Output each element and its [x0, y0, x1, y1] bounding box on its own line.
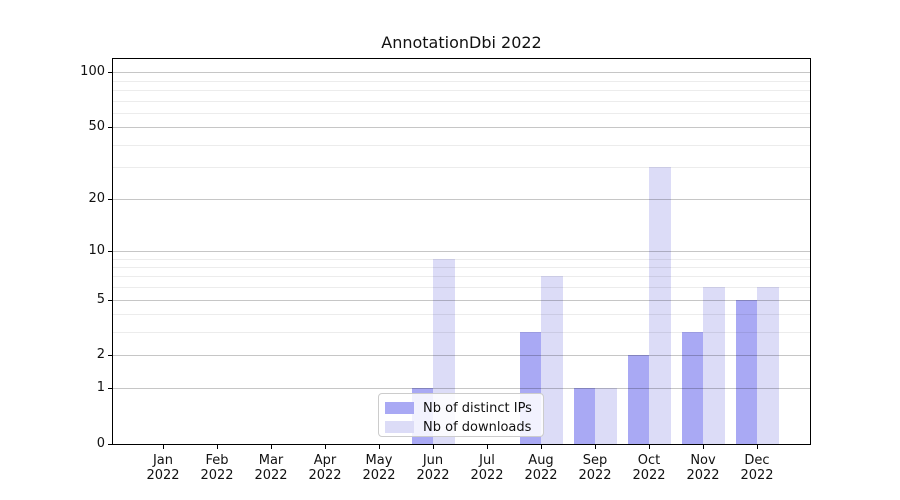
x-tick-mark — [487, 444, 488, 449]
x-tick-label-oct: Oct 2022 — [632, 453, 666, 483]
x-tick-mark — [379, 444, 380, 449]
bar-downloads-sep — [595, 388, 617, 444]
x-tick-label-may: May 2022 — [362, 453, 396, 483]
y-tick-label: 5 — [96, 291, 105, 307]
gridline-minor — [113, 89, 810, 91]
gridline-minor — [113, 314, 810, 316]
gridline-major — [113, 72, 810, 74]
x-tick-label-mar: Mar 2022 — [254, 453, 288, 483]
x-tick-mark — [703, 444, 704, 449]
bar-distinct-ips-nov — [681, 332, 703, 444]
bar-downloads-nov — [703, 287, 725, 444]
bar-distinct-ips-oct — [627, 355, 649, 444]
bar-downloads-dec — [757, 287, 779, 444]
legend-label-downloads: Nb of downloads — [423, 419, 532, 435]
bar-distinct-ips-sep — [573, 388, 595, 444]
x-tick-mark — [649, 444, 650, 449]
x-tick-label-jan: Jan 2022 — [146, 453, 180, 483]
gridline-minor — [113, 112, 810, 114]
gridline-minor — [113, 287, 810, 289]
y-tick-mark — [108, 355, 113, 357]
y-tick-mark — [108, 250, 113, 252]
gridline-minor — [113, 144, 810, 146]
plot-area: 0 1 2 5 10 20 50 100 Jan 2022 Feb 2022 Mar 2022 Apr 202… — [80, 58, 811, 483]
x-tick-label-apr: Apr 2022 — [308, 453, 342, 483]
y-tick-label: 1 — [96, 380, 105, 396]
gridline-minor — [113, 100, 810, 102]
y-tick-mark — [108, 388, 113, 390]
y-tick-mark — [108, 444, 113, 445]
y-tick-label: 20 — [88, 190, 105, 206]
y-tick-label: 2 — [96, 347, 105, 363]
x-tick-label-aug: Aug 2022 — [524, 453, 558, 483]
gridline-major — [113, 388, 810, 390]
gridline-major — [113, 355, 810, 357]
x-tick-label-sep: Sep 2022 — [578, 453, 612, 483]
legend-swatch-distinct-ips — [385, 402, 414, 414]
x-tick-mark — [757, 444, 758, 449]
x-tick-mark — [163, 444, 164, 449]
gridline-major — [113, 299, 810, 301]
x-tick-mark — [271, 444, 272, 449]
bar-downloads-aug — [541, 276, 563, 444]
gridline-minor — [113, 167, 810, 169]
y-tick-label: 50 — [88, 119, 105, 135]
bar-downloads-oct — [649, 167, 671, 444]
gridline-minor — [113, 258, 810, 260]
x-tick-mark — [433, 444, 434, 449]
gridline-minor — [113, 80, 810, 82]
x-tick-label-feb: Feb 2022 — [200, 453, 234, 483]
legend: Nb of distinct IPs Nb of downloads — [378, 393, 544, 437]
gridline-minor — [113, 332, 810, 334]
chart-title: AnnotationDbi 2022 — [381, 33, 542, 52]
gridline-major — [113, 127, 810, 129]
x-tick-mark — [541, 444, 542, 449]
gridline-major — [113, 250, 810, 252]
bar-distinct-ips-dec — [735, 299, 757, 444]
x-tick-mark — [217, 444, 218, 449]
gridline-minor — [113, 266, 810, 268]
x-tick-mark — [595, 444, 596, 449]
legend-swatch-downloads — [385, 421, 414, 433]
axis-layer: 0 1 2 5 10 20 50 100 Jan 2022 Feb 2022 Mar 2022 Apr 202… — [80, 59, 810, 483]
y-tick-mark — [108, 127, 113, 129]
y-tick-label: 0 — [96, 436, 105, 451]
gridline-major — [113, 198, 810, 200]
x-tick-mark — [325, 444, 326, 449]
y-tick-mark — [108, 198, 113, 200]
x-tick-label-nov: Nov 2022 — [686, 453, 720, 483]
x-tick-label-dec: Dec 2022 — [740, 453, 774, 483]
legend-item-downloads: Nb of downloads — [385, 418, 535, 436]
y-tick-mark — [108, 72, 113, 74]
gridline-minor — [113, 276, 810, 278]
legend-item-distinct-ips: Nb of distinct IPs — [385, 399, 535, 417]
x-tick-label-jun: Jun 2022 — [416, 453, 450, 483]
grid-layer — [113, 59, 810, 444]
y-tick-label: 100 — [80, 64, 105, 80]
y-tick-mark — [108, 299, 113, 301]
legend-label-distinct-ips: Nb of distinct IPs — [423, 400, 532, 416]
y-tick-label: 10 — [88, 242, 105, 258]
x-tick-label-jul: Jul 2022 — [470, 453, 504, 483]
